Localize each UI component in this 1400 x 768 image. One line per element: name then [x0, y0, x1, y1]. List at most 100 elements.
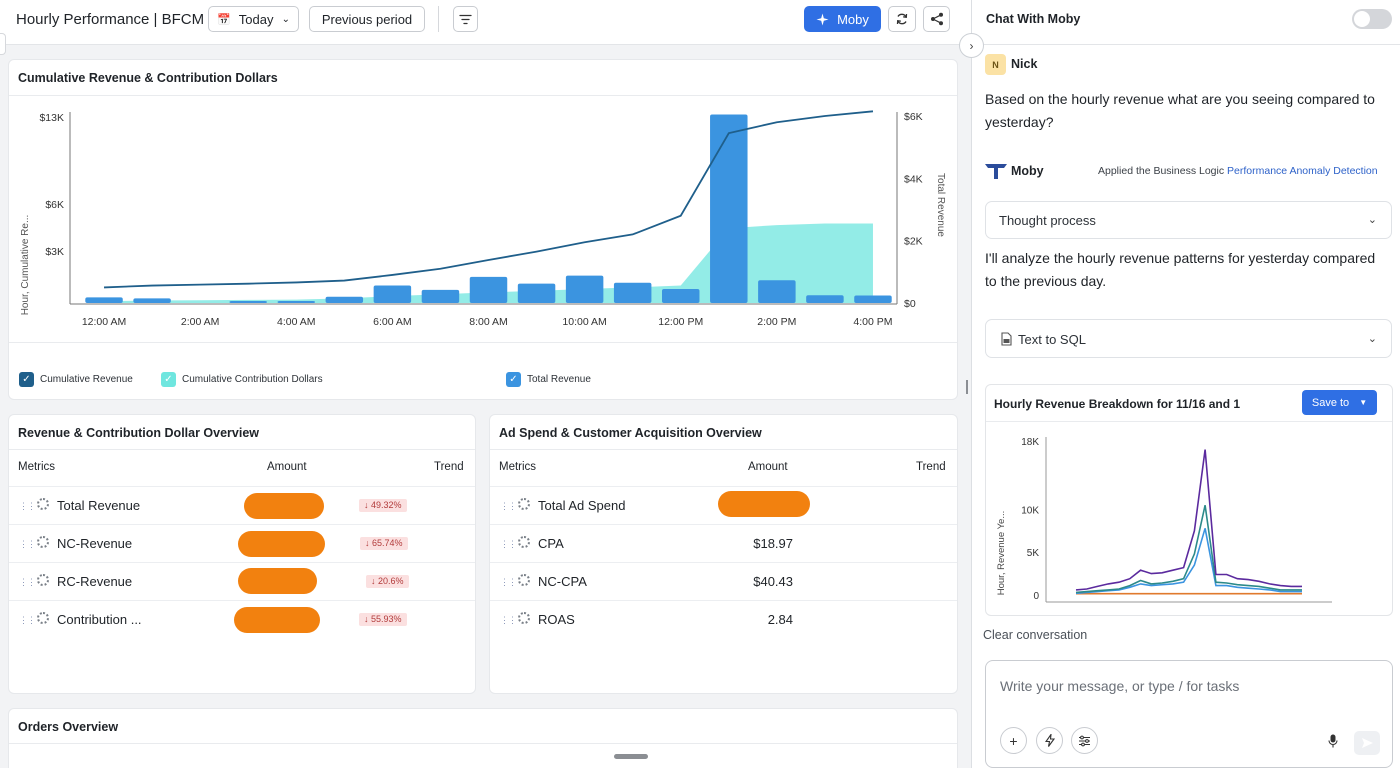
- table-row[interactable]: ⋮⋮ Contribution ... ↓ 55.93%: [9, 600, 475, 638]
- table-row[interactable]: ⋮⋮ Total Revenue ↓ 49.32%: [9, 486, 475, 524]
- y-tick-label: 0: [1033, 591, 1039, 602]
- revenue-bar[interactable]: [565, 275, 604, 303]
- trend-badge: ↓ 20.6%: [366, 575, 409, 588]
- resize-handle[interactable]: [966, 380, 968, 394]
- sidebar-toggle[interactable]: [0, 33, 6, 55]
- breakdown-chart: Hour, Revenue Ye... 0 5K 10K 18K: [996, 437, 1332, 603]
- drag-handle[interactable]: [614, 754, 648, 759]
- microphone-icon[interactable]: [1328, 734, 1338, 751]
- chevron-right-icon: ›: [969, 38, 974, 53]
- column-header-metrics[interactable]: Metrics: [18, 461, 56, 473]
- chat-toggle[interactable]: [1352, 9, 1392, 29]
- legend-total-revenue[interactable]: ✓ Total Revenue: [506, 372, 591, 387]
- table-row[interactable]: ⋮⋮ CPA $18.97: [490, 524, 957, 562]
- send-button[interactable]: [1354, 731, 1380, 755]
- share-button[interactable]: [923, 6, 950, 32]
- legend-label: Cumulative Revenue: [40, 374, 133, 385]
- collapse-chat-button[interactable]: ›: [959, 33, 984, 58]
- sparkle-icon: [816, 13, 829, 25]
- calendar-icon: 📅: [217, 13, 231, 26]
- metric-amount: $18.97: [753, 536, 793, 551]
- loading-spinner-icon: [518, 574, 530, 586]
- loading-spinner-icon: [37, 498, 49, 510]
- revenue-bar[interactable]: [229, 301, 267, 303]
- metric-amount: $40.43: [753, 574, 793, 589]
- revenue-bar[interactable]: [854, 295, 892, 303]
- plus-icon: +: [1009, 732, 1018, 749]
- loading-spinner-icon: [37, 536, 49, 548]
- save-to-button[interactable]: Save to ▼: [1302, 390, 1377, 415]
- revenue-bar[interactable]: [133, 298, 171, 303]
- table-row[interactable]: ⋮⋮ NC-CPA $40.43: [490, 562, 957, 600]
- date-selector[interactable]: 📅 Today ⌄: [208, 6, 299, 32]
- drag-handle-icon[interactable]: ⋮⋮: [19, 539, 36, 549]
- applied-prefix: Applied the Business Logic: [1098, 165, 1225, 177]
- x-tick-label: 2:00 AM: [181, 316, 220, 328]
- lightning-icon: [1044, 734, 1055, 747]
- breakdown-title: Hourly Revenue Breakdown for 11/16 and 1: [994, 397, 1241, 411]
- orders-card: Orders Overview: [8, 708, 958, 768]
- composer-placeholder[interactable]: Write your message, or type / for tasks: [1000, 678, 1240, 694]
- applied-logic-link[interactable]: Performance Anomaly Detection: [1227, 165, 1378, 177]
- drag-handle-icon[interactable]: ⋮⋮: [19, 501, 36, 511]
- filter-button[interactable]: [453, 6, 478, 32]
- column-header-metrics[interactable]: Metrics: [499, 461, 537, 473]
- x-tick-label: 12:00 AM: [82, 316, 126, 328]
- checkbox-checked-icon: ✓: [506, 372, 521, 387]
- refresh-button[interactable]: [888, 6, 916, 32]
- legend-cumulative-revenue[interactable]: ✓ Cumulative Revenue: [19, 372, 133, 387]
- column-header-amount[interactable]: Amount: [748, 461, 788, 473]
- revenue-chart-title: Cumulative Revenue & Contribution Dollar…: [18, 71, 278, 85]
- revenue-bar[interactable]: [421, 289, 460, 303]
- revenue-bar[interactable]: [806, 295, 844, 303]
- compare-period-button[interactable]: Previous period: [309, 6, 425, 32]
- revenue-bar[interactable]: [758, 280, 796, 303]
- drag-handle-icon[interactable]: ⋮⋮: [500, 501, 517, 511]
- message-composer[interactable]: Write your message, or type / for tasks …: [985, 660, 1393, 768]
- drag-handle-icon[interactable]: ⋮⋮: [500, 577, 517, 587]
- loading-spinner-icon: [518, 498, 530, 510]
- drag-handle-icon[interactable]: ⋮⋮: [500, 539, 517, 549]
- quick-action-button[interactable]: [1036, 727, 1063, 754]
- table-row[interactable]: ⋮⋮ Total Ad Spend: [490, 486, 957, 524]
- revenue-chart: Hour, Cumulative Re... Total Revenue $3K…: [20, 110, 946, 328]
- clear-conversation-link[interactable]: Clear conversation: [983, 628, 1088, 642]
- revenue-bar[interactable]: [710, 114, 748, 303]
- table-row[interactable]: ⋮⋮ RC-Revenue ↓ 20.6%: [9, 562, 475, 600]
- revenue-bar[interactable]: [661, 288, 700, 303]
- y-tick-label: $6K: [45, 199, 64, 211]
- revenue-bar[interactable]: [613, 282, 652, 303]
- table-row[interactable]: ⋮⋮ ROAS 2.84: [490, 600, 957, 638]
- table-row[interactable]: ⋮⋮ NC-Revenue ↓ 65.74%: [9, 524, 475, 562]
- revenue-bar[interactable]: [325, 296, 364, 303]
- drag-handle-icon[interactable]: ⋮⋮: [500, 615, 517, 625]
- settings-sliders-button[interactable]: [1071, 727, 1098, 754]
- chevron-down-icon: ⌄: [1367, 333, 1377, 345]
- moby-button-label: Moby: [837, 11, 869, 27]
- toolbar-divider: [438, 6, 439, 32]
- legend-contribution[interactable]: ✓ Cumulative Contribution Dollars: [161, 372, 323, 387]
- revenue-bar[interactable]: [469, 276, 508, 303]
- metric-name: Contribution ...: [57, 612, 142, 627]
- revenue-bar[interactable]: [373, 285, 412, 303]
- card-divider: [9, 743, 957, 744]
- card-divider: [9, 342, 957, 343]
- revenue-bar[interactable]: [85, 297, 123, 303]
- thought-process-accordion[interactable]: Thought process ⌄: [985, 201, 1392, 239]
- moby-button[interactable]: Moby: [804, 6, 881, 32]
- series-line: [1075, 505, 1302, 594]
- revenue-table-card: Revenue & Contribution Dollar Overview M…: [8, 414, 476, 694]
- add-attachment-button[interactable]: +: [1000, 727, 1027, 754]
- column-header-amount[interactable]: Amount: [267, 461, 307, 473]
- revenue-bar[interactable]: [517, 283, 556, 303]
- revenue-bar[interactable]: [277, 301, 316, 303]
- loading-spinner-icon: [518, 612, 530, 624]
- column-header-trend[interactable]: Trend: [916, 461, 946, 473]
- drag-handle-icon[interactable]: ⋮⋮: [19, 615, 36, 625]
- text-to-sql-accordion[interactable]: Text to SQL ⌄: [985, 319, 1392, 358]
- y2-tick-label: $2K: [904, 236, 923, 248]
- y-axis-label: Hour, Cumulative Re...: [20, 215, 31, 316]
- drag-handle-icon[interactable]: ⋮⋮: [19, 577, 36, 587]
- legend-label: Total Revenue: [527, 374, 591, 385]
- column-header-trend[interactable]: Trend: [434, 461, 464, 473]
